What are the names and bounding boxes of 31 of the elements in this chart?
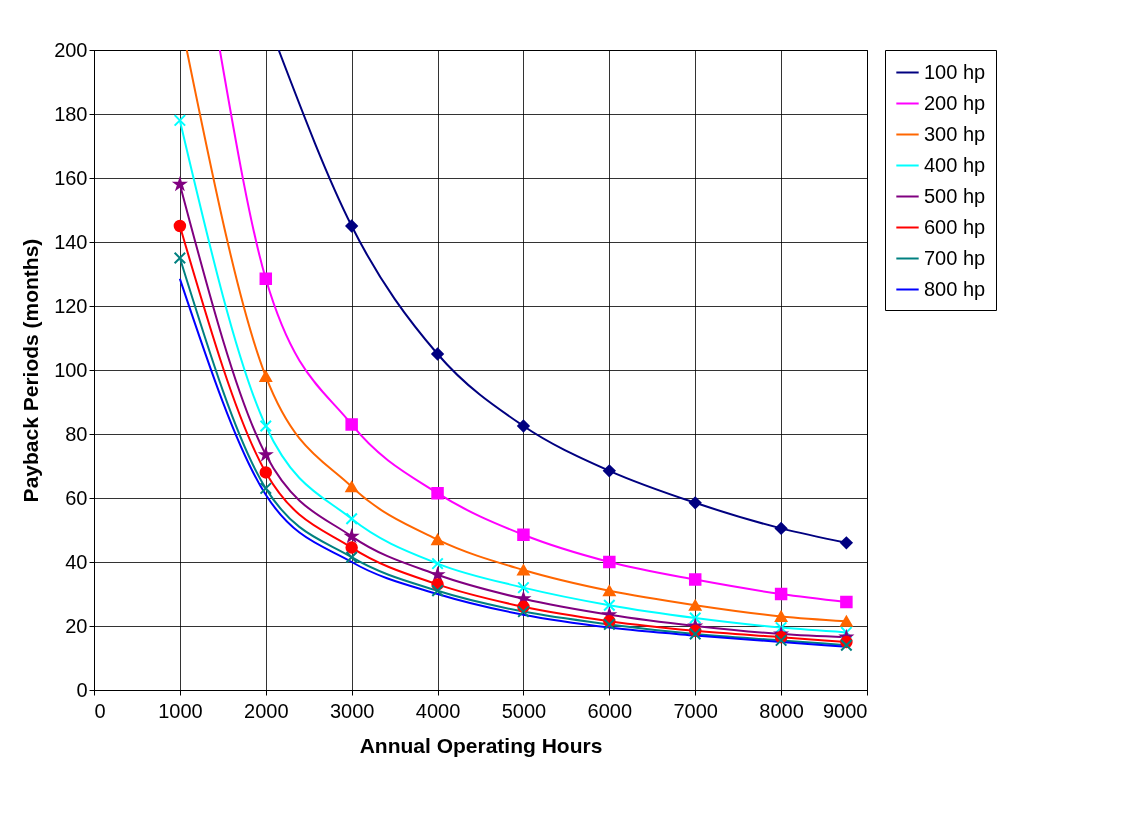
legend-label: 200 hp [924, 91, 986, 114]
x-tick-label: 1000 [158, 699, 203, 722]
x-tick-label: 3000 [329, 699, 375, 722]
y-tick-label: 200 [54, 38, 88, 61]
legend-label: 700 hp [924, 246, 986, 269]
legend-label: 100 hp [924, 60, 986, 83]
x-tick-label: 9000 [823, 699, 868, 722]
y-tick-label: 100 [54, 358, 88, 381]
legend-label: 500 hp [924, 184, 986, 207]
x-tick-label: 8000 [759, 699, 804, 722]
legend-label: 400 hp [924, 153, 986, 176]
y-tick-label: 140 [54, 230, 88, 253]
y-tick-label: 180 [54, 102, 88, 125]
y-tick-label: 80 [65, 422, 88, 445]
x-tick-label: 4000 [415, 699, 461, 722]
legend-label: 600 hp [924, 215, 986, 238]
legend-label: 800 hp [924, 277, 986, 300]
y-tick-label: 0 [76, 678, 88, 701]
y-tick-label: 120 [54, 294, 88, 317]
y-axis-title: Payback Periods (months) [19, 238, 43, 503]
x-tick-label: 6000 [587, 699, 633, 722]
y-tick-label: 160 [54, 166, 88, 189]
x-tick-label: 7000 [673, 699, 718, 722]
x-tick-label: 5000 [501, 699, 547, 722]
x-tick-label: 0 [94, 699, 106, 722]
y-tick-label: 60 [65, 486, 88, 509]
x-tick-label: 2000 [244, 699, 289, 722]
y-tick-label: 20 [65, 614, 88, 637]
x-axis-title: Annual Operating Hours [359, 733, 603, 757]
y-tick-label: 40 [65, 550, 88, 573]
legend-label: 300 hp [924, 122, 986, 145]
